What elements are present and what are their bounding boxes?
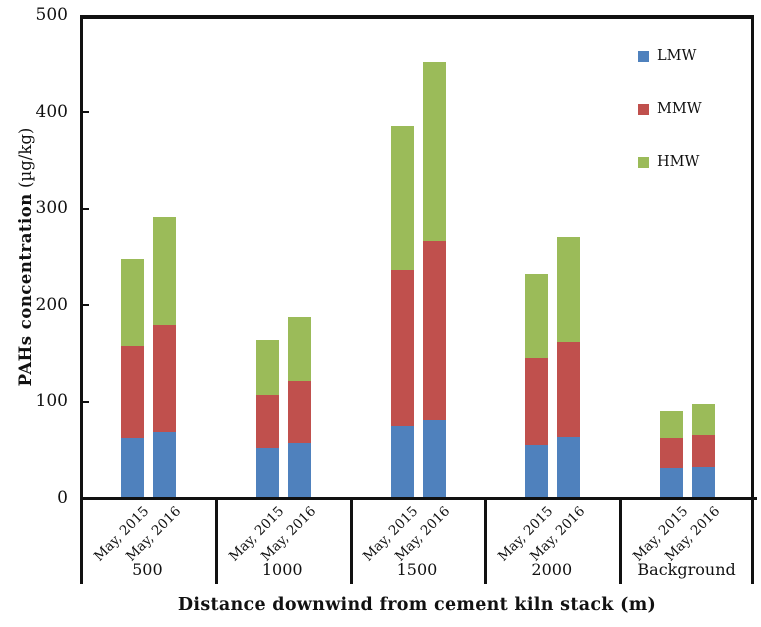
y-tick-label-300: 300	[35, 198, 68, 218]
bar-1500-May-2016	[422, 61, 446, 498]
bar-Background-May-2016	[692, 404, 716, 498]
legend-label-hmw: HMW	[657, 154, 700, 170]
y-tick-label-0: 0	[57, 487, 68, 508]
bar-segment-lmw	[121, 438, 144, 498]
bar-segment-mmw	[255, 394, 279, 448]
bar-segment-lmw	[390, 425, 414, 498]
category-label-1500: 1500	[396, 560, 438, 579]
legend-swatch-lmw-icon	[638, 51, 649, 62]
legend-label-lmw: LMW	[657, 48, 697, 64]
bar-1000-May-2015	[255, 339, 279, 498]
y-tick-mark-300	[80, 207, 89, 210]
bar-segment-hmw	[422, 61, 446, 242]
bar-segment-hmw	[557, 237, 581, 342]
bar-segment-hmw	[153, 217, 176, 326]
bar-segment-hmw	[692, 404, 716, 436]
bar-segment-hmw	[121, 258, 144, 347]
bar-segment-lmw	[557, 437, 581, 498]
y-tick-label-200: 200	[35, 294, 68, 315]
bar-segment-mmw	[692, 435, 716, 468]
bar-segment-lmw	[660, 468, 684, 498]
y-tick-label-400: 400	[35, 101, 68, 122]
bar-1000-May-2016	[287, 316, 311, 498]
bar-500-May-2016	[153, 217, 176, 498]
bar-segment-lmw	[422, 419, 446, 498]
legend: LMW MMW HMW	[638, 49, 702, 208]
group-divider-3	[484, 499, 487, 584]
category-label-Background: Background	[637, 560, 736, 579]
bar-segment-mmw	[121, 346, 144, 439]
bar-1500-May-2015	[390, 125, 414, 498]
legend-item-hmw: HMW	[638, 155, 702, 170]
category-label-1000: 1000	[261, 560, 303, 579]
category-label-500: 500	[132, 560, 163, 579]
legend-item-mmw: MMW	[638, 102, 702, 117]
y-tick-mark-400	[80, 111, 89, 113]
group-divider-4	[619, 499, 622, 584]
group-divider-2	[350, 499, 353, 584]
group-divider-0	[80, 499, 83, 584]
x-axis-title: Distance downwind from cement kiln stack…	[177, 595, 657, 615]
category-label-2000: 2000	[531, 560, 573, 579]
bar-segment-lmw	[153, 432, 176, 498]
y-tick-label-500: 500	[35, 5, 68, 25]
bar-segment-mmw	[660, 438, 684, 469]
bar-segment-hmw	[660, 411, 684, 439]
y-tick-mark-200	[80, 304, 89, 306]
legend-item-lmw: LMW	[638, 49, 702, 64]
y-axis-title-unit: (µg/kg)	[16, 127, 35, 194]
y-tick-mark-100	[80, 400, 89, 403]
bar-segment-lmw	[255, 447, 279, 498]
x-axis-line	[80, 497, 757, 500]
bar-segment-mmw	[557, 341, 581, 438]
legend-swatch-mmw-icon	[638, 104, 649, 115]
bar-segment-mmw	[525, 358, 549, 445]
y-tick-label-100: 100	[35, 391, 68, 411]
bar-segment-lmw	[525, 444, 549, 498]
bar-segment-lmw	[287, 442, 311, 498]
legend-swatch-hmw-icon	[638, 157, 649, 168]
bar-2000-May-2016	[557, 237, 581, 498]
bar-2000-May-2015	[525, 274, 549, 498]
bar-segment-lmw	[692, 467, 716, 498]
y-axis-title: PAHs concentration (µg/kg)	[13, 17, 39, 497]
bar-segment-hmw	[525, 274, 549, 359]
y-axis-title-text: PAHs concentration	[16, 193, 35, 387]
bar-segment-mmw	[390, 270, 414, 426]
bar-500-May-2015	[121, 258, 144, 498]
bar-segment-mmw	[422, 241, 446, 420]
bar-segment-hmw	[287, 316, 311, 382]
bar-Background-May-2015	[660, 411, 684, 498]
group-divider-right	[751, 499, 754, 584]
group-divider-1	[215, 499, 218, 584]
bar-segment-hmw	[255, 339, 279, 395]
plot-area	[80, 15, 754, 499]
bar-segment-mmw	[153, 325, 176, 433]
bar-segment-hmw	[390, 125, 414, 271]
legend-label-mmw: MMW	[657, 101, 702, 117]
bar-segment-mmw	[287, 381, 311, 443]
